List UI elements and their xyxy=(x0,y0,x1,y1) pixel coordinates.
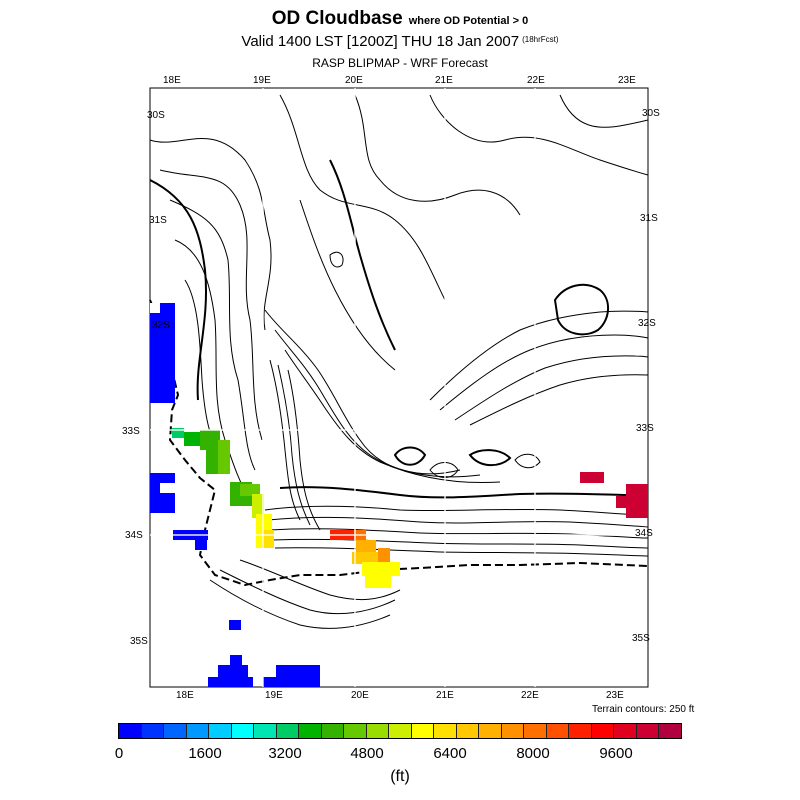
title-note: where OD Potential > 0 xyxy=(408,15,529,27)
colorbar-swatch xyxy=(456,724,480,738)
colorbar-label: 4800 xyxy=(350,745,384,762)
colorbar-swatch xyxy=(501,724,525,738)
lon-label-bottom: 23E xyxy=(606,690,624,701)
colorbar-swatch xyxy=(344,724,367,738)
lon-label-top: 20E xyxy=(345,75,363,86)
cell-low xyxy=(150,303,175,403)
cell-top xyxy=(580,472,604,483)
lat-label-left: 33S xyxy=(122,426,140,437)
colorbar-swatch xyxy=(231,724,255,738)
cell-mid xyxy=(172,428,184,438)
cell-top xyxy=(626,484,648,518)
cell-low xyxy=(229,620,241,630)
colorbar-label: 9600 xyxy=(599,745,633,762)
colorbar-swatch xyxy=(591,724,615,738)
lon-label-top: 22E xyxy=(527,75,545,86)
colorbar-swatch xyxy=(569,724,592,738)
colorbar-swatch xyxy=(636,724,660,738)
lat-label-left: 30S xyxy=(147,110,165,121)
colorbar-label: 6400 xyxy=(433,745,467,762)
lat-label-left: 32S xyxy=(152,320,170,331)
colorbar-swatch xyxy=(276,724,300,738)
colorbar-swatch xyxy=(186,724,210,738)
colorbar-label: 3200 xyxy=(268,745,302,762)
colorbar-label: 1600 xyxy=(188,745,222,762)
title-text: OD Cloudbase xyxy=(271,8,403,29)
lon-label-top: 18E xyxy=(163,75,181,86)
colorbar-swatch xyxy=(546,724,570,738)
terrain-contour-note: Terrain contours: 250 ft xyxy=(592,704,695,715)
lon-label-top: 21E xyxy=(435,75,453,86)
colorbar-swatch xyxy=(321,724,345,738)
terrain-contours xyxy=(149,94,649,629)
colorbar-swatch xyxy=(254,724,277,738)
colorbar-swatch xyxy=(209,724,232,738)
colorbar-swatch xyxy=(411,724,435,738)
colorbar-label: 8000 xyxy=(516,745,550,762)
cell-low xyxy=(276,665,320,677)
colorbar-swatch xyxy=(614,724,637,738)
lat-label-left: 34S xyxy=(125,530,143,541)
colorbar-unit: (ft) xyxy=(390,768,410,785)
map-title: OD Cloudbase where OD Potential > 0 xyxy=(0,8,800,30)
lon-label-top: 19E xyxy=(253,75,271,86)
colorbar-swatch xyxy=(659,724,681,738)
colorbar-swatch xyxy=(366,724,390,738)
lon-label-bottom: 18E xyxy=(176,690,194,701)
colorbar-swatch xyxy=(434,724,457,738)
colorbar-swatch xyxy=(524,724,547,738)
lon-label-top: 23E xyxy=(618,75,636,86)
lat-label-right: 34S xyxy=(635,528,653,539)
colorbar-swatch xyxy=(164,724,187,738)
lon-label-bottom: 20E xyxy=(351,690,369,701)
lon-label-bottom: 22E xyxy=(521,690,539,701)
lat-label-right: 31S xyxy=(640,213,658,224)
coastline xyxy=(149,299,649,587)
lat-label-right: 35S xyxy=(632,633,650,644)
forecast-hours: (18hrFcst) xyxy=(522,35,559,44)
colorbar-swatch xyxy=(389,724,412,738)
colorbar-swatch xyxy=(299,724,322,738)
lat-label-right: 32S xyxy=(638,318,656,329)
lon-label-bottom: 21E xyxy=(436,690,454,701)
lon-label-bottom: 19E xyxy=(265,690,283,701)
lat-label-right: 30S xyxy=(642,108,660,119)
graticule xyxy=(150,88,648,687)
colorbar xyxy=(118,723,682,739)
valid-time: Valid 1400 LST [1200Z] THU 18 Jan 2007 (1… xyxy=(0,33,800,50)
colorbar-swatch xyxy=(479,724,502,738)
valid-time-text: Valid 1400 LST [1200Z] THU 18 Jan 2007 xyxy=(241,33,520,50)
lat-label-left: 35S xyxy=(130,636,148,647)
colorbar-label: 0 xyxy=(114,745,124,762)
cell-low xyxy=(230,655,242,665)
lat-label-right: 33S xyxy=(636,423,654,434)
source-label: RASP BLIPMAP - WRF Forecast xyxy=(312,56,488,70)
colorbar-swatch xyxy=(119,724,142,738)
lat-label-left: 31S xyxy=(149,215,167,226)
colorbar-swatch xyxy=(141,724,165,738)
map-frame xyxy=(149,87,649,688)
